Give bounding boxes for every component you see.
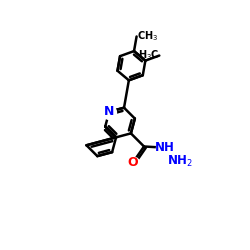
Text: NH: NH (155, 141, 175, 154)
Text: CH$_3$: CH$_3$ (136, 30, 158, 44)
Text: O: O (128, 156, 138, 169)
Text: H$_3$C: H$_3$C (138, 49, 159, 62)
Text: N: N (104, 105, 115, 118)
Text: NH$_2$: NH$_2$ (167, 154, 193, 169)
